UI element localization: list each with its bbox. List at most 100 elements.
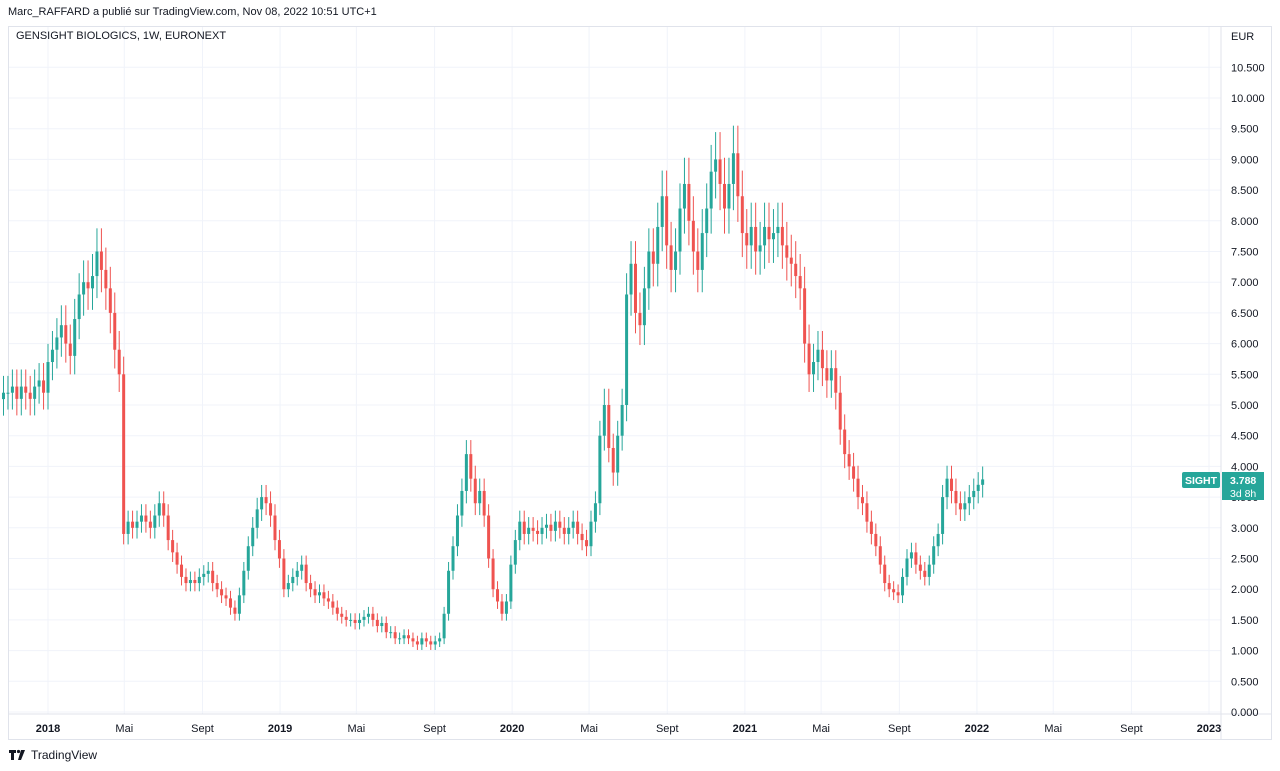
price-tick-label: 1.500 — [1231, 615, 1259, 627]
candle — [602, 388, 606, 451]
candle — [798, 253, 802, 310]
candle — [580, 523, 584, 551]
candle — [700, 209, 704, 293]
candle — [820, 330, 824, 387]
candle-body — [981, 479, 985, 485]
candle — [291, 568, 295, 592]
candle — [847, 440, 851, 480]
candle-body — [10, 386, 14, 393]
candle-body — [188, 579, 192, 584]
candle — [513, 529, 517, 574]
candle — [438, 632, 442, 648]
candle — [687, 157, 691, 246]
candle-body — [415, 641, 419, 645]
candle — [91, 253, 95, 310]
candle-body — [171, 540, 175, 553]
candle-body — [335, 607, 339, 614]
candle-body — [687, 183, 691, 221]
candle-body — [286, 583, 290, 590]
price-tick-label: 0.000 — [1231, 707, 1259, 719]
candle — [571, 510, 575, 539]
candle — [598, 420, 602, 516]
candle-body — [852, 466, 856, 479]
candle — [669, 221, 673, 293]
candle-body — [424, 638, 428, 642]
candle-body — [46, 362, 50, 393]
candle-body — [157, 503, 161, 516]
candle-body — [242, 570, 246, 596]
candle-body — [807, 343, 811, 375]
candle-body — [785, 245, 789, 258]
candle — [335, 600, 339, 621]
candle — [246, 536, 250, 580]
candle-body — [607, 405, 611, 448]
candle — [482, 478, 486, 527]
candle-body — [878, 546, 882, 565]
price-tick-label: 6.500 — [1231, 308, 1259, 320]
candle — [340, 606, 344, 624]
candle — [776, 202, 780, 258]
candle — [242, 561, 246, 604]
candle — [856, 465, 860, 510]
candle — [144, 504, 148, 533]
candle — [682, 157, 686, 234]
candle — [411, 632, 415, 648]
candle-body — [99, 251, 103, 270]
candle-body — [86, 282, 90, 289]
candle-body — [727, 183, 731, 209]
candle-body — [949, 478, 953, 491]
candle — [487, 504, 491, 568]
candle — [313, 581, 317, 604]
candle-body — [865, 503, 869, 522]
time-tick-label: Sept — [423, 723, 446, 735]
candle — [887, 574, 891, 598]
candle-body — [197, 576, 201, 584]
candlestick-series — [1, 125, 985, 650]
candle-body — [442, 613, 446, 639]
candle — [442, 606, 446, 645]
candle — [415, 635, 419, 650]
candle — [785, 221, 789, 281]
candle-body — [291, 576, 295, 584]
footer[interactable]: TradingView — [9, 748, 97, 762]
candle-body — [678, 208, 682, 252]
candle — [24, 369, 28, 410]
candle-body — [593, 503, 597, 522]
candle-body — [602, 405, 606, 436]
candle — [175, 542, 179, 574]
candle — [611, 433, 615, 486]
candle-body — [945, 478, 949, 498]
time-tick-label: Mai — [348, 723, 366, 735]
candle-body — [598, 435, 602, 504]
candle-body — [353, 619, 357, 623]
price-tick-label: 5.500 — [1231, 369, 1259, 381]
candle — [616, 420, 620, 486]
candle — [896, 584, 900, 604]
time-tick-label: Sept — [1120, 723, 1143, 735]
candle-body — [736, 153, 740, 197]
candle — [949, 465, 953, 504]
candle — [64, 305, 68, 363]
candle — [709, 144, 713, 234]
chart-frame[interactable] — [8, 26, 1272, 740]
price-tick-label: 7.500 — [1231, 247, 1259, 259]
candle — [424, 632, 428, 648]
candle-body — [331, 601, 335, 608]
candle-body — [460, 490, 464, 516]
price-tick-label: 9.500 — [1231, 124, 1259, 136]
price-tick-label: 8.500 — [1231, 185, 1259, 197]
candle — [638, 292, 642, 346]
candle — [567, 517, 571, 545]
last-price-badge: SIGHT 3.788 3d 8h — [1182, 472, 1264, 500]
candle-body — [549, 524, 553, 531]
candle — [402, 629, 406, 645]
candle-body — [500, 601, 504, 614]
price-axis: 0.0000.5001.0001.5002.0002.5003.0003.500… — [1231, 62, 1265, 719]
candle — [42, 363, 46, 410]
candle — [358, 613, 362, 630]
candle-body — [932, 546, 936, 565]
candle — [1, 375, 5, 416]
candle-body — [901, 576, 905, 596]
candle-body — [918, 564, 922, 571]
